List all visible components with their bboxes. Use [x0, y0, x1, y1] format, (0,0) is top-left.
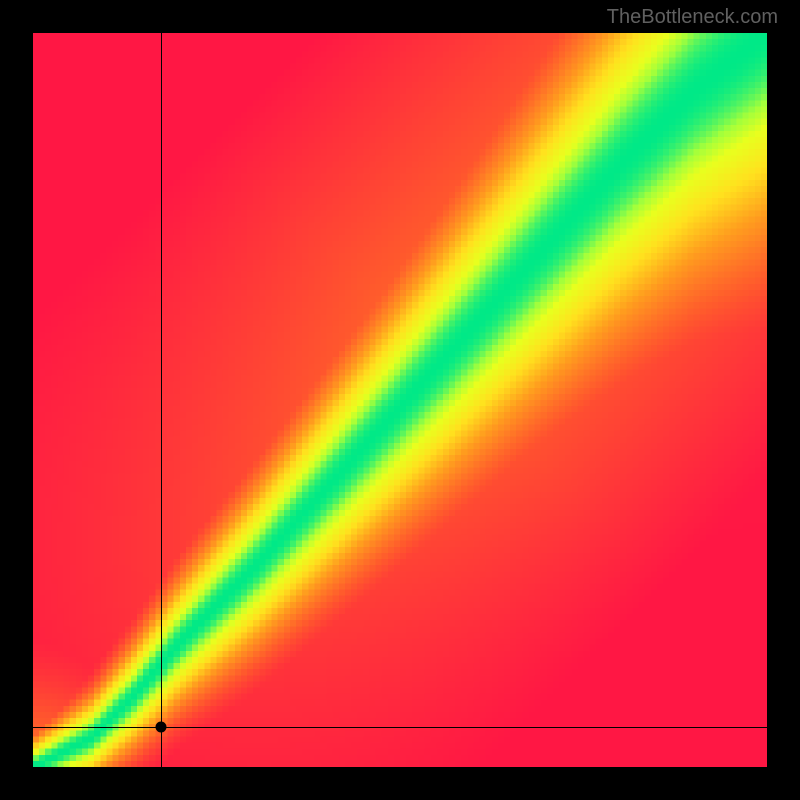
- crosshair-marker: [156, 721, 167, 732]
- watermark-text: TheBottleneck.com: [607, 6, 778, 29]
- heatmap-plot: [33, 33, 767, 767]
- heatmap-canvas: [33, 33, 767, 767]
- crosshair-vertical: [161, 33, 162, 767]
- crosshair-horizontal: [33, 727, 767, 728]
